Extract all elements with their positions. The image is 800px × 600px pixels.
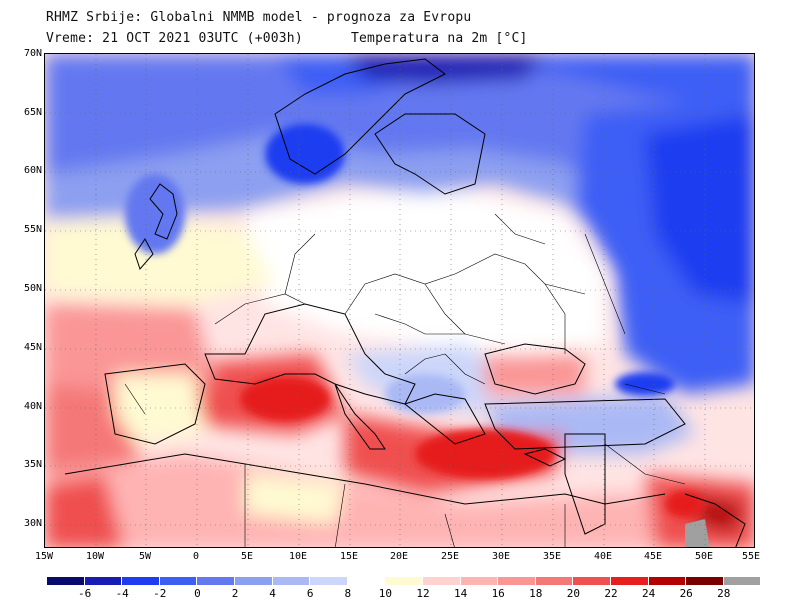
valid-time: Vreme: 21 OCT 2021 03UTC (+003h) <box>46 31 303 46</box>
colorbar-swatch <box>235 577 272 585</box>
missing-data-area <box>685 519 710 547</box>
lon-label: 20E <box>389 551 409 562</box>
lon-label: 50E <box>694 551 714 562</box>
colorbar-label: -2 <box>153 587 167 600</box>
colorbar-label: 14 <box>453 587 468 600</box>
colorbar-swatch <box>423 577 460 585</box>
colorbar-swatch <box>498 577 535 585</box>
colorbar-label: 26 <box>679 587 693 600</box>
colorbar-swatch <box>159 577 197 585</box>
lat-label: 55N <box>23 224 42 235</box>
chart-title: RHMZ Srbije: Globalni NMMB model - progn… <box>46 10 472 25</box>
lat-label: 50N <box>23 283 42 294</box>
colorbar-swatch <box>347 577 385 585</box>
colorbar-label: 12 <box>416 587 430 600</box>
temperature-map <box>44 53 755 548</box>
colorbar-label: 6 <box>306 587 314 600</box>
colorbar-swatch <box>573 577 610 585</box>
map-canvas <box>45 54 754 547</box>
colorbar-swatch <box>648 577 686 585</box>
lon-label: 30E <box>491 551 511 562</box>
colorbar-swatch <box>385 577 422 585</box>
colorbar-swatch <box>47 577 84 585</box>
colorbar-label: 22 <box>604 587 618 600</box>
colorbar-swatch <box>686 577 723 585</box>
colorbar-label: 18 <box>529 587 543 600</box>
colorbar-swatch <box>535 577 573 585</box>
colorbar-label: -6 <box>77 587 92 600</box>
lat-label: 40N <box>23 401 42 412</box>
lon-label: 45E <box>643 551 663 562</box>
colorbar-label: 0 <box>194 587 201 600</box>
lon-label: 35E <box>542 551 562 562</box>
colorbar-swatch <box>611 577 648 585</box>
colorbar-label: 8 <box>344 587 352 600</box>
lat-label: 60N <box>23 165 42 176</box>
lon-label: 15E <box>339 551 359 562</box>
coastlines <box>64 58 746 547</box>
colorbar-swatch <box>122 577 159 585</box>
colorbar-label: 28 <box>717 587 731 600</box>
temperature-detail <box>125 124 705 518</box>
lon-label: 5W <box>138 551 152 562</box>
lon-label: 5E <box>240 551 254 562</box>
colorbar-label: 24 <box>641 587 656 600</box>
colorbar-swatch <box>84 577 122 585</box>
colorbar-label: 20 <box>566 587 581 600</box>
colorbar-swatch <box>310 577 347 585</box>
variable-label: Temperatura na 2m [°C] <box>351 31 528 46</box>
lat-label: 65N <box>23 107 42 118</box>
colorbar-label: -4 <box>115 587 129 600</box>
lon-label: 10W <box>85 551 105 562</box>
borders <box>124 213 686 547</box>
colorbar-swatch <box>272 577 310 585</box>
lat-label: 30N <box>23 518 42 529</box>
colorbar-label: 16 <box>491 587 505 600</box>
lon-label: 10E <box>288 551 308 562</box>
colorbar-label: 2 <box>231 587 239 600</box>
lon-label: 15W <box>34 551 54 562</box>
lat-label: 70N <box>23 48 42 59</box>
colorbar-swatch <box>723 577 761 585</box>
lat-label: 35N <box>23 459 42 470</box>
lon-label: 55E <box>741 551 761 562</box>
lon-label: 40E <box>593 551 613 562</box>
colorbar-swatch <box>460 577 498 585</box>
colorbar-label: 4 <box>269 587 276 600</box>
graticule <box>45 54 754 547</box>
colorbar-label: 10 <box>378 587 393 600</box>
colorbar-swatch <box>197 577 234 585</box>
lat-label: 45N <box>23 342 42 353</box>
lon-label: 25E <box>440 551 460 562</box>
lon-label: 0 <box>192 551 200 562</box>
